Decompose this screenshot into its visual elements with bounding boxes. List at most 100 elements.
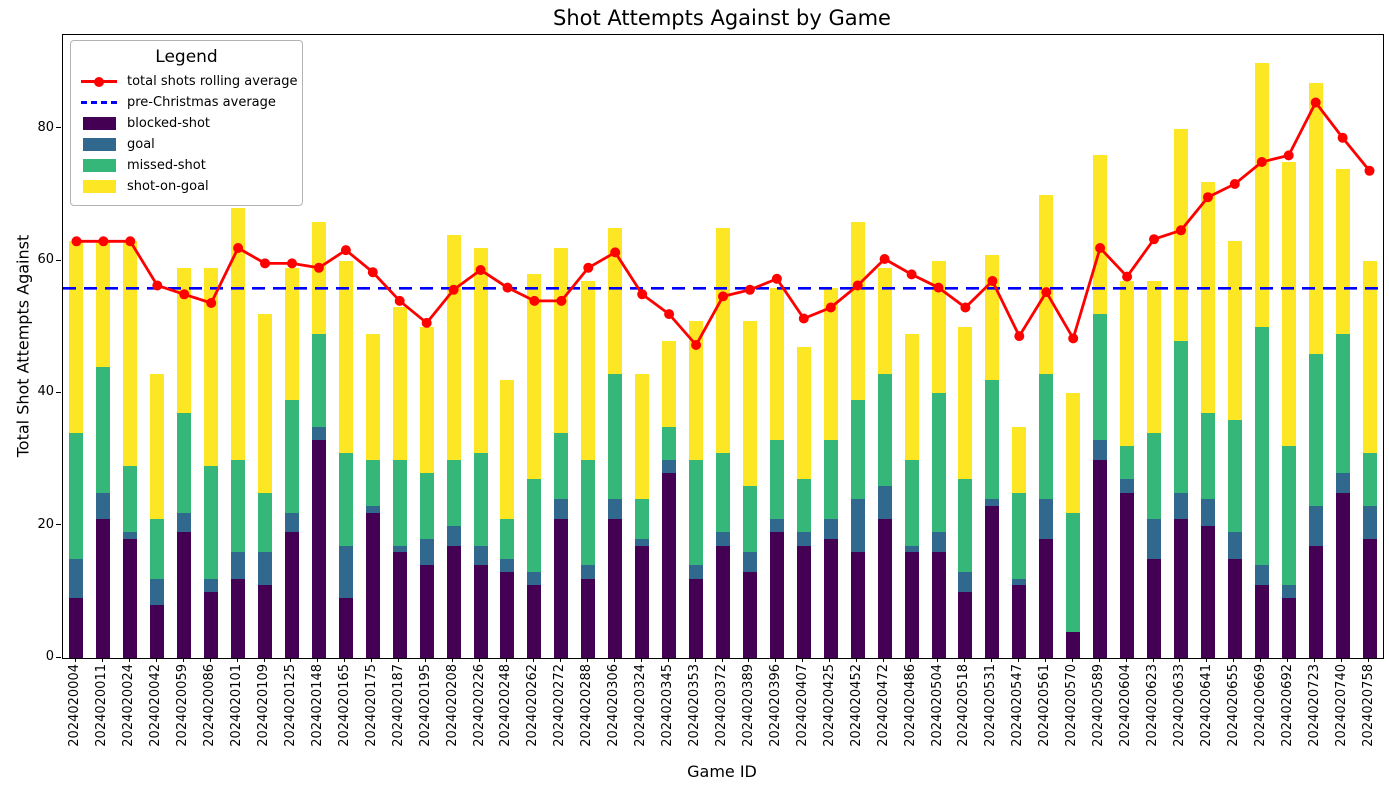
bar-segment-missed-shot xyxy=(1012,492,1027,579)
bar-segment-missed-shot xyxy=(419,472,434,539)
bar-segment-missed-shot xyxy=(284,400,299,513)
x-tick-mark xyxy=(963,658,965,662)
bar-stack xyxy=(1120,281,1135,658)
bar-segment-blocked-shot xyxy=(958,591,973,658)
bar-stack xyxy=(1254,62,1269,658)
rolling-average-point xyxy=(771,273,782,284)
legend-item-missed-shot: missed-shot xyxy=(81,155,292,176)
rolling-average-point xyxy=(637,289,648,300)
bar-segment-shot-on-goal xyxy=(1281,162,1296,447)
legend-label: total shots rolling average xyxy=(127,74,298,89)
bar-segment-missed-shot xyxy=(446,459,461,526)
bar-segment-shot-on-goal xyxy=(689,320,704,460)
x-tick-mark xyxy=(317,658,319,662)
rolling-average-point xyxy=(825,302,836,313)
bar-segment-missed-shot xyxy=(392,459,407,546)
bar-segment-shot-on-goal xyxy=(500,380,515,520)
bar-segment-goal xyxy=(554,499,569,520)
x-tick-label: 2024020024 xyxy=(121,664,137,747)
bar-segment-missed-shot xyxy=(769,439,784,520)
rolling-average-point xyxy=(1229,179,1240,189)
bar-segment-goal xyxy=(150,578,165,606)
bar-stack xyxy=(419,327,434,658)
bar-segment-goal xyxy=(500,558,515,573)
bar-segment-shot-on-goal xyxy=(581,281,596,460)
rolling-average-point xyxy=(502,282,513,293)
bar-segment-missed-shot xyxy=(635,499,650,539)
bar-segment-goal xyxy=(1335,472,1350,493)
bar-segment-blocked-shot xyxy=(689,578,704,658)
bar-segment-shot-on-goal xyxy=(1093,155,1108,315)
x-tick-mark xyxy=(425,658,427,662)
x-tick-label: 2024020272 xyxy=(552,664,568,747)
bar-stack xyxy=(231,208,246,658)
bar-segment-goal xyxy=(1362,505,1377,539)
bar-segment-blocked-shot xyxy=(123,538,138,658)
legend-title: Legend xyxy=(155,47,218,67)
bar-segment-shot-on-goal xyxy=(662,340,677,427)
bar-stack xyxy=(1308,82,1323,658)
bar-stack xyxy=(608,228,623,658)
bar-segment-blocked-shot xyxy=(1308,545,1323,658)
bar-segment-goal xyxy=(69,558,84,599)
bar-segment-blocked-shot xyxy=(419,565,434,658)
rolling-average-point xyxy=(475,265,486,275)
rolling-average-point xyxy=(718,291,728,302)
x-tick-mark xyxy=(910,658,912,662)
bar-segment-missed-shot xyxy=(742,486,757,553)
rolling-average-point xyxy=(610,247,621,258)
bar-stack xyxy=(258,314,273,658)
bar-segment-goal xyxy=(958,572,973,592)
rolling-average-point xyxy=(1041,287,1052,298)
bar-segment-blocked-shot xyxy=(904,552,919,658)
bar-segment-goal xyxy=(823,519,838,539)
rolling-average-point xyxy=(1176,225,1186,236)
bar-segment-goal xyxy=(1281,585,1296,599)
bar-segment-missed-shot xyxy=(311,333,326,427)
bar-segment-shot-on-goal xyxy=(1200,181,1215,414)
bar-stack xyxy=(365,333,380,658)
legend-item-blocked-shot: blocked-shot xyxy=(81,113,292,134)
rolling-average-point xyxy=(1283,150,1294,161)
rolling-average-point xyxy=(1014,331,1025,342)
bar-stack xyxy=(662,340,677,658)
rolling-average-point xyxy=(98,236,109,247)
rolling-average-point xyxy=(394,295,405,306)
bar-segment-goal xyxy=(850,499,865,553)
x-tick-mark xyxy=(1260,658,1262,662)
x-tick-label: 2024020723 xyxy=(1306,664,1322,747)
bar-segment-goal xyxy=(1093,439,1108,460)
bar-segment-missed-shot xyxy=(958,479,973,573)
x-tick-label: 2024020101 xyxy=(229,664,245,747)
x-tick-mark xyxy=(694,658,696,662)
bar-segment-blocked-shot xyxy=(554,519,569,658)
bar-segment-missed-shot xyxy=(1147,433,1162,520)
chart-title: Shot Attempts Against by Game xyxy=(553,6,891,30)
x-tick-label: 2024020655 xyxy=(1225,664,1241,747)
bar-segment-goal xyxy=(204,578,219,592)
x-tick-label: 2024020504 xyxy=(929,664,945,747)
x-tick-mark xyxy=(1179,658,1181,662)
bar-segment-missed-shot xyxy=(527,479,542,573)
x-tick-mark xyxy=(1152,658,1154,662)
bar-stack xyxy=(177,267,192,658)
rolling-average-point xyxy=(691,340,702,350)
bar-segment-missed-shot xyxy=(1227,419,1242,533)
x-tick-label: 2024020604 xyxy=(1118,664,1134,747)
bar-segment-goal xyxy=(177,512,192,533)
bar-segment-shot-on-goal xyxy=(177,267,192,414)
x-tick-label: 2024020148 xyxy=(309,664,325,747)
bar-segment-missed-shot xyxy=(96,367,111,493)
rolling-average-point xyxy=(1095,243,1106,253)
x-tick-label: 2024020472 xyxy=(875,664,891,747)
rolling-average-point xyxy=(287,258,297,269)
bar-segment-missed-shot xyxy=(1200,413,1215,500)
bar-segment-shot-on-goal xyxy=(850,221,865,401)
rolling-average-point xyxy=(71,236,82,247)
bar-segment-goal xyxy=(1120,479,1135,493)
x-tick-label: 2024020195 xyxy=(417,664,433,747)
rolling-average-point xyxy=(125,236,136,247)
bar-stack xyxy=(527,274,542,658)
rolling-average-point xyxy=(798,313,809,324)
bar-segment-goal xyxy=(284,512,299,533)
